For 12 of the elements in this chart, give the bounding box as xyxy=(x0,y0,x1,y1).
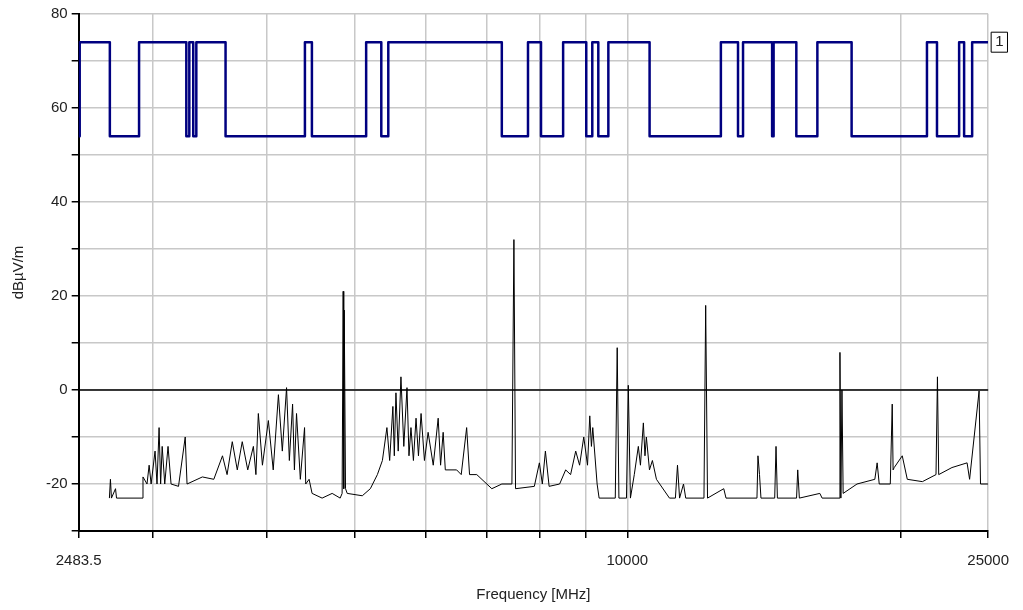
y-tick-label: 20 xyxy=(50,286,68,304)
y-tick-label: 60 xyxy=(50,98,68,116)
x-tick-label: 2483.5 xyxy=(55,551,102,569)
annotation: 1 xyxy=(995,32,1004,50)
y-tick-label: 40 xyxy=(50,192,68,210)
y-tick-label: 0 xyxy=(59,380,68,398)
x-axis-title: Frequency [MHz] xyxy=(476,585,591,603)
y-tick-label: 80 xyxy=(50,4,68,22)
x-tick-label: 10000 xyxy=(606,551,649,569)
x-tick-label: 25000 xyxy=(967,551,1009,569)
y-axis-title: dBµV/m xyxy=(9,245,27,300)
y-tick-label: -20 xyxy=(45,474,68,492)
